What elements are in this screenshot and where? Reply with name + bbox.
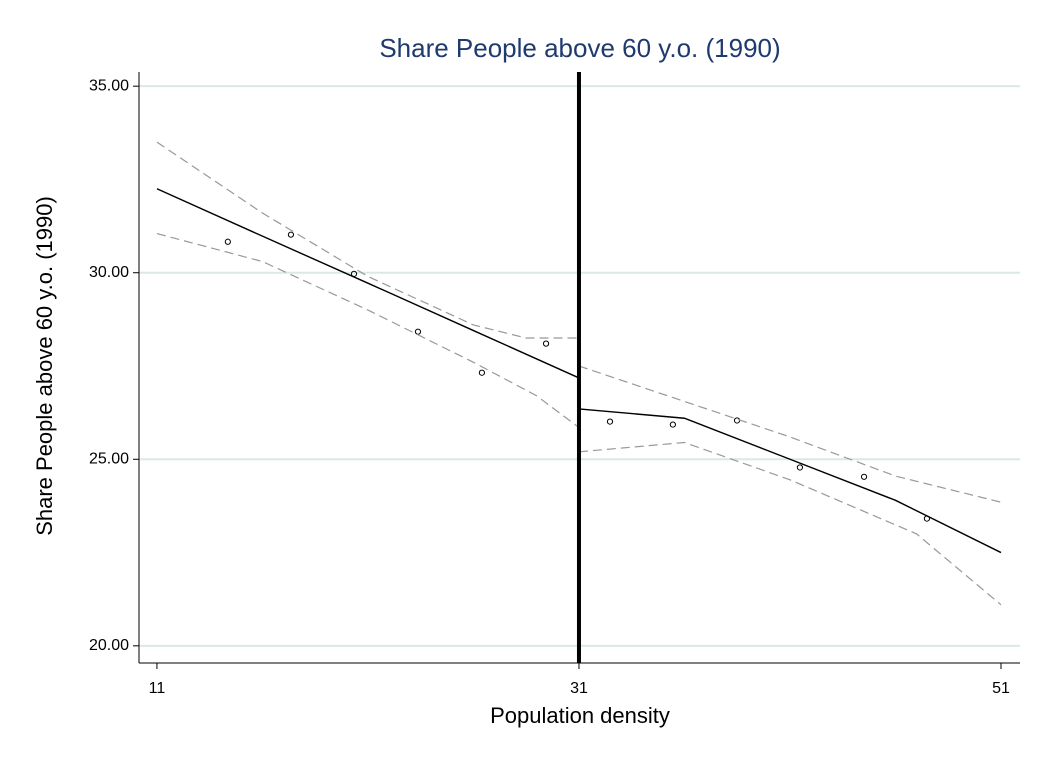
y-axis-label: Share People above 60 y.o. (1990) bbox=[32, 196, 57, 536]
ci-line bbox=[156, 141, 579, 339]
chart-title: Share People above 60 y.o. (1990) bbox=[379, 33, 780, 63]
y-tick-label: 25.00 bbox=[89, 451, 129, 468]
data-point bbox=[860, 473, 868, 480]
fit-line bbox=[578, 408, 1002, 554]
fit-line bbox=[156, 188, 580, 379]
data-point bbox=[224, 238, 231, 245]
x-tick-label: 51 bbox=[992, 680, 1010, 697]
y-tick-label: 30.00 bbox=[89, 264, 129, 281]
x-axis-label: Population density bbox=[490, 703, 670, 728]
y-tick-label: 20.00 bbox=[89, 637, 129, 654]
data-point bbox=[414, 328, 422, 335]
x-tick-label: 11 bbox=[149, 680, 166, 697]
ci-line bbox=[578, 441, 1002, 606]
data-point bbox=[733, 417, 741, 424]
ci-line bbox=[156, 232, 580, 429]
data-point bbox=[478, 369, 486, 376]
data-point bbox=[287, 231, 295, 238]
y-tick-label: 35.00 bbox=[89, 77, 129, 94]
data-point bbox=[669, 421, 676, 428]
ci-line bbox=[578, 365, 1002, 503]
x-tick-label: 31 bbox=[570, 680, 588, 697]
data-point bbox=[796, 464, 804, 471]
data-point bbox=[606, 418, 614, 425]
data-point bbox=[542, 340, 550, 347]
